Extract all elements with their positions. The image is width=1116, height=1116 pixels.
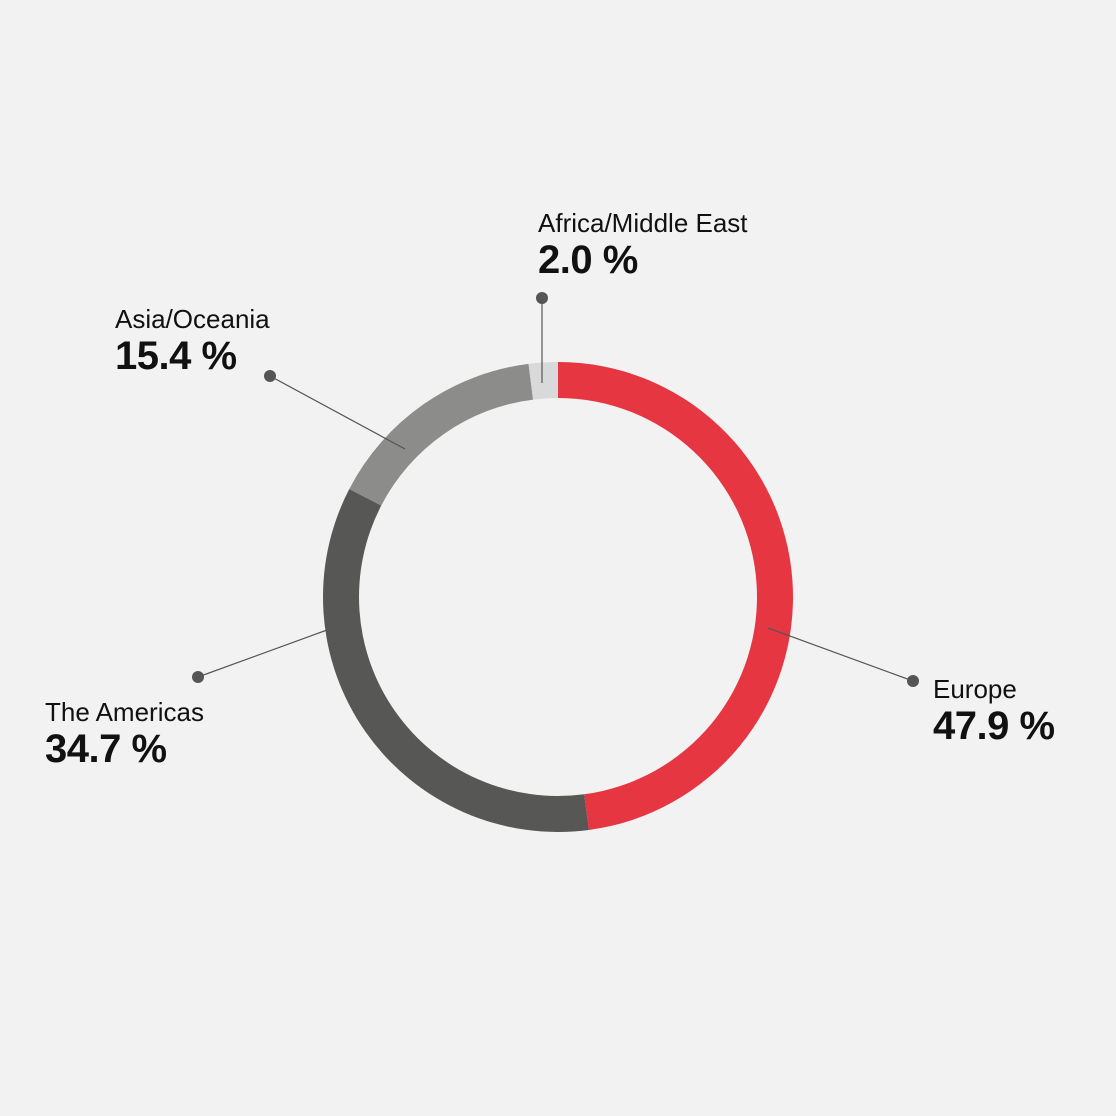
slice-label-africa-middle-east: Africa/Middle East xyxy=(538,208,748,238)
slice-label-asia-oceania: Asia/Oceania xyxy=(115,304,270,334)
leader-dot-europe xyxy=(907,675,919,687)
label-asia-oceania: Asia/Oceania 15.4 % xyxy=(115,304,270,378)
slice-value-africa-middle-east: 2.0 % xyxy=(538,238,638,282)
leader-dot-africa-middle-east xyxy=(536,292,548,304)
slice-value-europe: 47.9 % xyxy=(933,704,1055,748)
label-the-americas: The Americas 34.7 % xyxy=(45,697,204,771)
donut-slice-africa-middle-east xyxy=(528,362,558,400)
slice-value-the-americas: 34.7 % xyxy=(45,727,167,771)
leader-dot-the-americas xyxy=(192,671,204,683)
leader-dot-asia-oceania xyxy=(264,370,276,382)
label-africa-middle-east: Africa/Middle East 2.0 % xyxy=(538,208,748,282)
donut-slice-asia-oceania xyxy=(349,363,534,506)
label-europe: Europe 47.9 % xyxy=(933,674,1055,748)
slice-label-the-americas: The Americas xyxy=(45,697,204,727)
leader-line-the-americas xyxy=(197,629,328,678)
leader-line-asia-oceania xyxy=(269,375,406,450)
donut-slice-the-americas xyxy=(323,488,589,832)
donut-slice-europe xyxy=(558,362,793,830)
slice-value-asia-oceania: 15.4 % xyxy=(115,334,237,378)
donut-slices xyxy=(323,362,793,832)
leader-lines xyxy=(192,292,919,687)
leader-line-europe xyxy=(767,627,914,682)
slice-label-europe: Europe xyxy=(933,674,1017,704)
